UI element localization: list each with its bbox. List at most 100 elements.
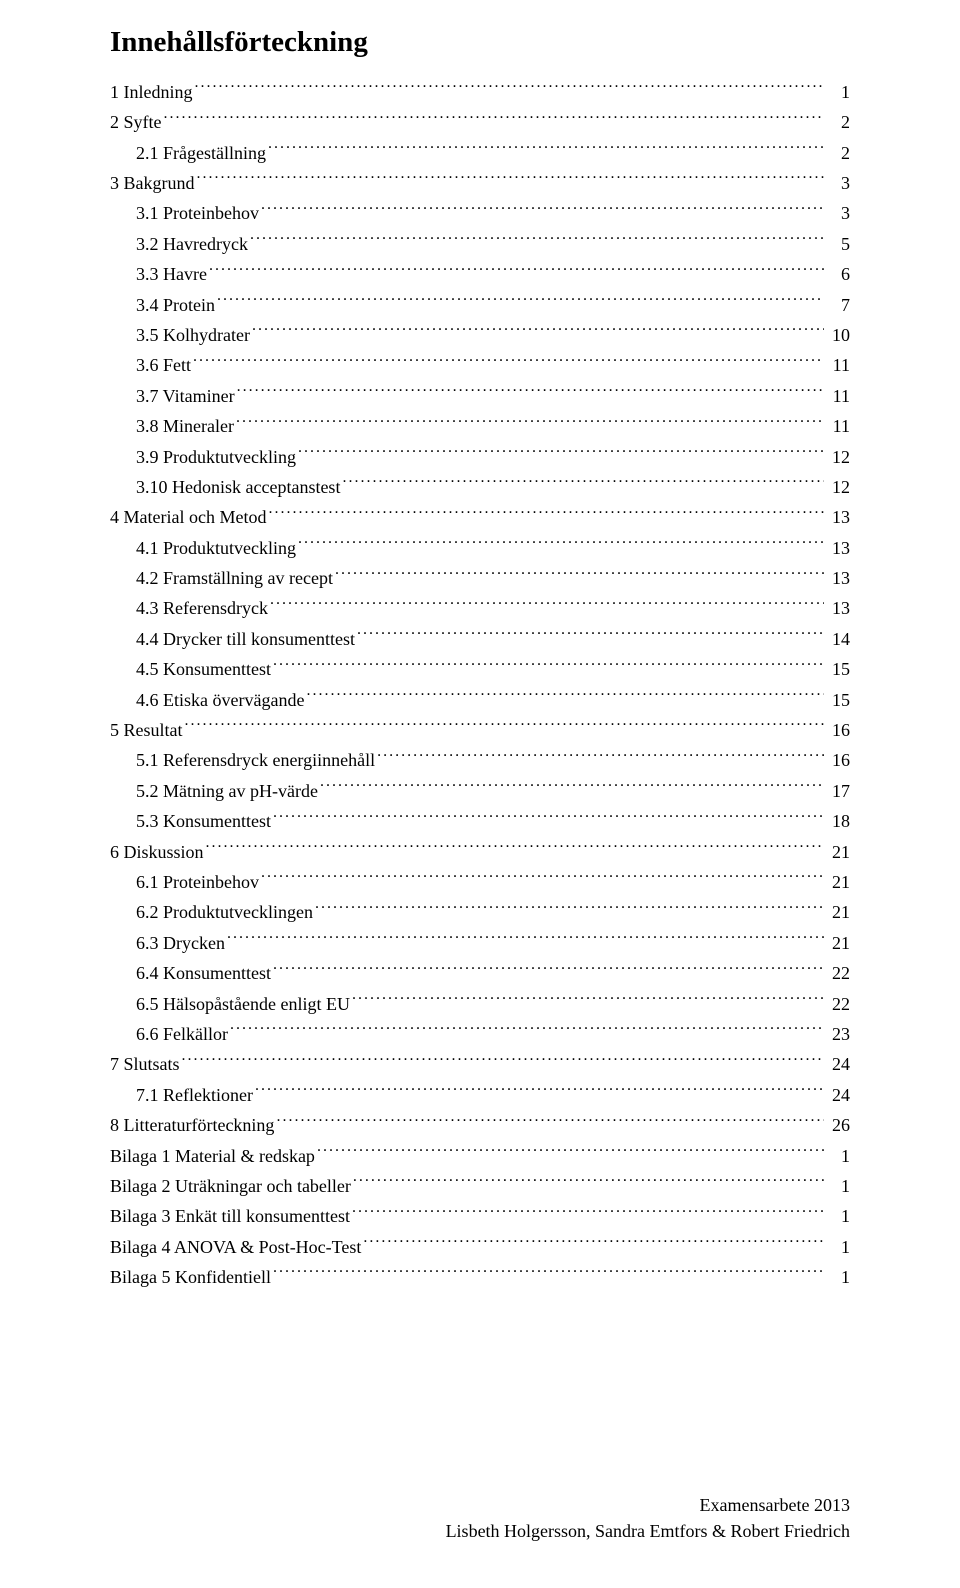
toc-entry-label: 7 Slutsats xyxy=(110,1050,180,1079)
toc-entry-page: 1 xyxy=(826,1142,850,1171)
toc-leader-dots xyxy=(298,441,824,463)
toc-row: 4.1 Produktutveckling13 xyxy=(110,532,850,562)
toc-entry-page: 21 xyxy=(826,898,850,927)
toc-entry-label: 3.10 Hedonisk acceptanstest xyxy=(136,473,340,502)
toc-entry-label: 1 Inledning xyxy=(110,78,193,107)
toc-leader-dots xyxy=(261,198,824,220)
toc-row: 7.1 Reflektioner 24 xyxy=(110,1079,850,1109)
toc-row: 4.3 Referensdryck13 xyxy=(110,593,850,623)
toc-leader-dots xyxy=(206,836,824,858)
toc-entry-page: 1 xyxy=(826,1202,850,1231)
toc-entry-label: Bilaga 5 Konfidentiell xyxy=(110,1263,271,1292)
toc-entry-page: 21 xyxy=(826,929,850,958)
toc-entry-page: 17 xyxy=(826,777,850,806)
toc-row: 6.4 Konsumenttest22 xyxy=(110,958,850,988)
toc-row: Bilaga 5 Konfidentiell1 xyxy=(110,1261,850,1291)
toc-entry-label: 3.2 Havredryck xyxy=(136,230,248,259)
toc-entry-label: Bilaga 1 Material & redskap xyxy=(110,1142,315,1171)
toc-leader-dots xyxy=(320,775,824,797)
toc-entry-page: 14 xyxy=(826,625,850,654)
toc-entry-label: 4.4 Drycker till konsumenttest xyxy=(136,625,355,654)
table-of-contents: 1 Inledning12 Syfte22.1 Frågeställning23… xyxy=(110,76,850,1292)
toc-entry-label: 4.6 Etiska övervägande xyxy=(136,686,304,715)
toc-row: 3.2 Havredryck5 xyxy=(110,228,850,258)
toc-entry-page: 15 xyxy=(826,686,850,715)
toc-leader-dots xyxy=(377,745,824,767)
toc-entry-page: 24 xyxy=(826,1081,850,1110)
toc-entry-page: 1 xyxy=(826,78,850,107)
toc-row: 3.4 Protein7 xyxy=(110,289,850,319)
toc-row: 4.2 Framställning av recept13 xyxy=(110,563,850,593)
toc-leader-dots xyxy=(195,76,825,98)
toc-leader-dots xyxy=(298,532,824,554)
toc-entry-page: 1 xyxy=(826,1172,850,1201)
toc-leader-dots xyxy=(317,1140,824,1162)
toc-row: 6.6 Felkällor23 xyxy=(110,1018,850,1048)
toc-row: 4.6 Etiska övervägande 15 xyxy=(110,684,850,714)
toc-entry-page: 11 xyxy=(826,412,850,441)
toc-row: 3.6 Fett 11 xyxy=(110,350,850,380)
toc-row: Bilaga 3 Enkät till konsumenttest 1 xyxy=(110,1201,850,1231)
toc-leader-dots xyxy=(357,623,824,645)
toc-entry-page: 26 xyxy=(826,1111,850,1140)
toc-row: Bilaga 4 ANOVA & Post-Hoc-Test1 xyxy=(110,1231,850,1261)
toc-entry-label: Bilaga 2 Uträkningar och tabeller xyxy=(110,1172,351,1201)
toc-row: 8 Litteraturförteckning 26 xyxy=(110,1110,850,1140)
toc-row: 3 Bakgrund3 xyxy=(110,167,850,197)
toc-leader-dots xyxy=(352,1201,824,1223)
toc-leader-dots xyxy=(268,502,824,524)
toc-row: 4.4 Drycker till konsumenttest 14 xyxy=(110,623,850,653)
toc-leader-dots xyxy=(227,927,824,949)
toc-entry-page: 21 xyxy=(826,868,850,897)
page-footer: Examensarbete 2013 Lisbeth Holgersson, S… xyxy=(110,1492,850,1544)
document-title: Innehållsförteckning xyxy=(110,24,850,60)
toc-leader-dots xyxy=(185,714,825,736)
footer-line-2: Lisbeth Holgersson, Sandra Emtfors & Rob… xyxy=(110,1518,850,1544)
toc-entry-label: Bilaga 3 Enkät till konsumenttest xyxy=(110,1202,350,1231)
toc-entry-page: 22 xyxy=(826,959,850,988)
toc-row: 5.1 Referensdryck energiinnehåll16 xyxy=(110,745,850,775)
toc-entry-label: 5.2 Mätning av pH-värde xyxy=(136,777,318,806)
toc-row: 1 Inledning 1 xyxy=(110,76,850,106)
toc-entry-label: 3.6 Fett xyxy=(136,351,191,380)
toc-entry-page: 13 xyxy=(826,503,850,532)
toc-entry-label: 6.1 Proteinbehov xyxy=(136,868,259,897)
toc-leader-dots xyxy=(261,866,824,888)
toc-row: 2 Syfte2 xyxy=(110,107,850,137)
toc-entry-label: 3.1 Proteinbehov xyxy=(136,199,259,228)
toc-leader-dots xyxy=(236,411,824,433)
toc-row: 5 Resultat16 xyxy=(110,714,850,744)
toc-entry-label: 3.7 Vitaminer xyxy=(136,382,235,411)
toc-leader-dots xyxy=(363,1231,824,1253)
toc-row: 4 Material och Metod13 xyxy=(110,502,850,532)
toc-row: 5.2 Mätning av pH-värde 17 xyxy=(110,775,850,805)
toc-leader-dots xyxy=(209,259,824,281)
toc-entry-page: 22 xyxy=(826,990,850,1019)
toc-leader-dots xyxy=(273,654,824,676)
toc-row: 3.8 Mineraler11 xyxy=(110,411,850,441)
toc-leader-dots xyxy=(164,107,825,129)
toc-entry-label: 4.2 Framställning av recept xyxy=(136,564,333,593)
footer-line-1: Examensarbete 2013 xyxy=(110,1492,850,1518)
toc-leader-dots xyxy=(182,1049,824,1071)
toc-entry-page: 11 xyxy=(826,351,850,380)
toc-entry-label: 3.5 Kolhydrater xyxy=(136,321,250,350)
toc-row: 2.1 Frågeställning2 xyxy=(110,137,850,167)
toc-entry-label: 8 Litteraturförteckning xyxy=(110,1111,274,1140)
toc-leader-dots xyxy=(273,806,824,828)
toc-leader-dots xyxy=(342,471,824,493)
toc-entry-label: 3 Bakgrund xyxy=(110,169,195,198)
toc-entry-label: 7.1 Reflektioner xyxy=(136,1081,253,1110)
toc-entry-page: 11 xyxy=(826,382,850,411)
toc-entry-label: 3.9 Produktutveckling xyxy=(136,443,296,472)
toc-entry-page: 7 xyxy=(826,291,850,320)
toc-row: Bilaga 1 Material & redskap 1 xyxy=(110,1140,850,1170)
toc-leader-dots xyxy=(315,897,824,919)
toc-leader-dots xyxy=(270,593,824,615)
toc-entry-page: 23 xyxy=(826,1020,850,1049)
toc-row: 6 Diskussion21 xyxy=(110,836,850,866)
toc-entry-page: 1 xyxy=(826,1233,850,1262)
toc-entry-label: 5 Resultat xyxy=(110,716,183,745)
toc-entry-page: 3 xyxy=(826,199,850,228)
toc-leader-dots xyxy=(268,137,824,159)
